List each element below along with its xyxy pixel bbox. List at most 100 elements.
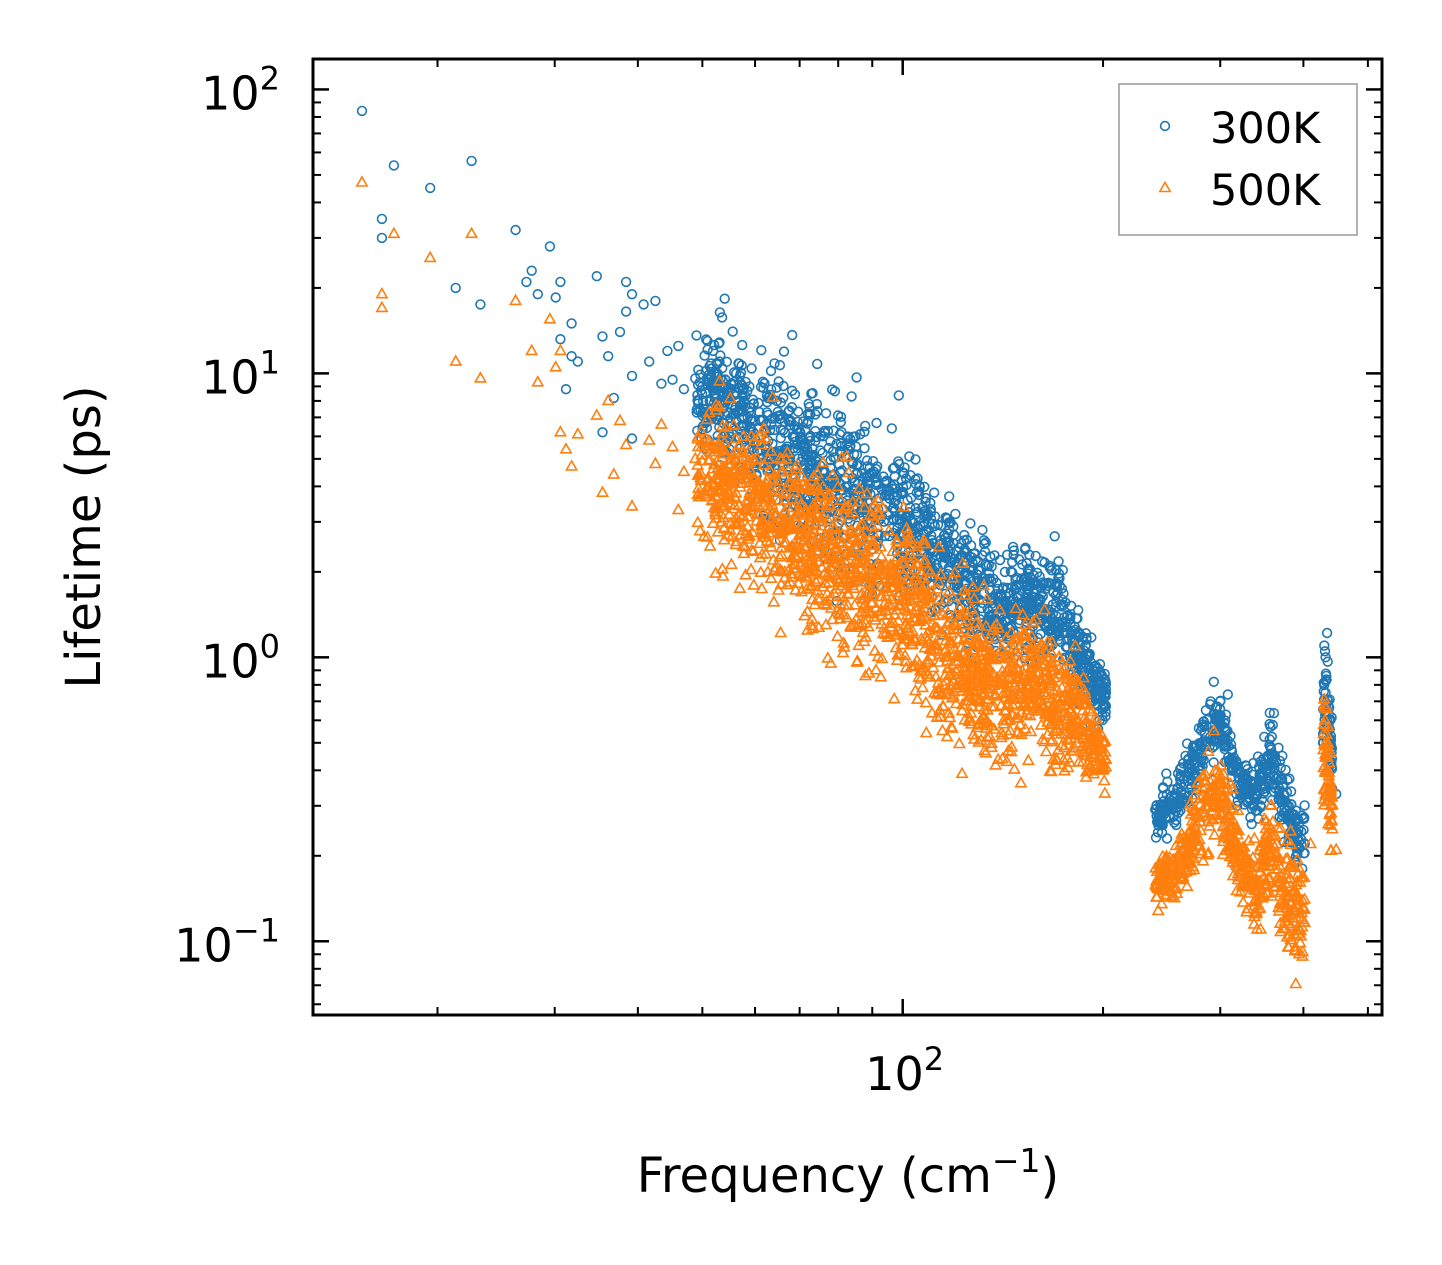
data-point-500K xyxy=(859,604,873,617)
data-point-300K xyxy=(856,468,867,479)
data-point-500K xyxy=(1322,773,1336,785)
data-point-500K xyxy=(736,539,750,551)
data-point-500K xyxy=(784,516,798,528)
data-point-500K xyxy=(733,581,747,594)
data-point-500K xyxy=(778,493,792,505)
data-point-500K xyxy=(1229,856,1243,868)
data-point-500K xyxy=(775,547,789,560)
data-point-500K xyxy=(915,567,929,579)
data-point-300K xyxy=(825,462,836,473)
data-point-500K xyxy=(927,686,941,698)
data-point-500K xyxy=(755,523,769,535)
data-point-500K xyxy=(1010,644,1024,657)
data-point-300K xyxy=(1161,833,1173,844)
data-point-300K xyxy=(1013,579,1025,591)
data-point-500K xyxy=(974,713,988,725)
data-point-500K xyxy=(962,631,976,644)
data-point-500K xyxy=(703,539,717,551)
data-point-500K xyxy=(1284,905,1298,917)
data-point-500K xyxy=(774,541,788,553)
data-point-300K xyxy=(425,182,436,194)
data-point-300K xyxy=(1264,739,1275,751)
data-point-500K xyxy=(709,398,723,410)
data-point-500K xyxy=(787,556,801,569)
data-point-500K xyxy=(709,501,723,514)
data-point-500K xyxy=(697,529,711,542)
data-point-500K xyxy=(919,629,933,642)
data-point-500K xyxy=(957,660,971,673)
data-point-300K xyxy=(555,276,566,288)
data-point-500K xyxy=(782,476,796,488)
data-point-500K xyxy=(1210,763,1224,776)
data-point-300K xyxy=(754,445,766,456)
data-point-300K xyxy=(761,407,773,418)
data-point-500K xyxy=(1273,874,1287,887)
y-tick-label: 10−1 xyxy=(174,911,280,972)
data-point-300K xyxy=(1100,687,1112,698)
data-point-500K xyxy=(725,530,739,542)
data-point-300K xyxy=(893,456,904,467)
data-point-300K xyxy=(1024,576,1036,587)
data-point-500K xyxy=(828,521,842,534)
data-point-500K xyxy=(730,516,744,528)
data-point-500K xyxy=(848,618,862,630)
data-point-300K xyxy=(1255,801,1267,813)
data-point-300K xyxy=(766,419,777,430)
data-point-500K xyxy=(712,444,726,457)
data-point-300K xyxy=(871,417,882,429)
data-point-300K xyxy=(1280,764,1291,776)
data-point-300K xyxy=(1320,652,1331,663)
data-point-500K xyxy=(1226,868,1240,881)
data-point-500K xyxy=(949,618,963,630)
data-point-500K xyxy=(828,540,842,553)
data-point-500K xyxy=(1225,821,1239,833)
data-point-500K xyxy=(941,649,955,661)
data-point-300K xyxy=(811,431,822,443)
data-point-300K xyxy=(1277,750,1288,762)
data-point-500K xyxy=(890,550,905,562)
data-point-500K xyxy=(881,607,895,620)
data-point-500K xyxy=(1034,657,1048,669)
data-point-500K xyxy=(1247,831,1261,844)
data-point-300K xyxy=(692,398,704,409)
data-point-500K xyxy=(712,473,726,485)
data-point-300K xyxy=(626,289,638,300)
data-point-500K xyxy=(1005,697,1019,710)
data-point-500K xyxy=(1188,788,1202,800)
data-point-300K xyxy=(1321,627,1333,639)
data-point-500K xyxy=(694,424,708,436)
data-point-500K xyxy=(854,518,868,530)
data-point-500K xyxy=(1174,832,1188,844)
data-point-500K xyxy=(908,683,922,696)
data-point-300K xyxy=(1298,813,1310,824)
data-point-300K xyxy=(1060,616,1071,628)
data-point-500K xyxy=(1324,798,1338,811)
data-point-500K xyxy=(908,611,922,623)
data-point-500K xyxy=(882,523,896,536)
data-point-300K xyxy=(714,307,726,318)
data-point-500K xyxy=(736,446,750,458)
data-point-500K xyxy=(1007,762,1021,774)
data-point-500K xyxy=(991,752,1005,765)
data-point-500K xyxy=(1064,688,1078,701)
data-point-500K xyxy=(1323,782,1337,794)
data-point-500K xyxy=(775,525,789,537)
data-point-500K xyxy=(773,564,787,576)
data-point-500K xyxy=(1321,763,1335,776)
data-point-500K xyxy=(996,673,1010,686)
data-point-500K xyxy=(666,439,680,452)
data-point-300K xyxy=(526,265,537,276)
data-point-500K xyxy=(737,429,751,441)
data-point-300K xyxy=(992,590,1004,602)
data-point-500K xyxy=(1282,940,1296,952)
data-point-500K xyxy=(856,517,870,530)
data-point-500K xyxy=(768,560,782,573)
data-point-300K xyxy=(792,439,803,450)
data-point-500K xyxy=(1318,713,1332,725)
data-point-500K xyxy=(804,511,818,524)
data-point-300K xyxy=(1011,572,1023,584)
data-point-500K xyxy=(846,544,860,556)
data-point-500K xyxy=(778,570,792,583)
data-point-500K xyxy=(716,569,730,581)
data-point-500K xyxy=(867,610,881,622)
